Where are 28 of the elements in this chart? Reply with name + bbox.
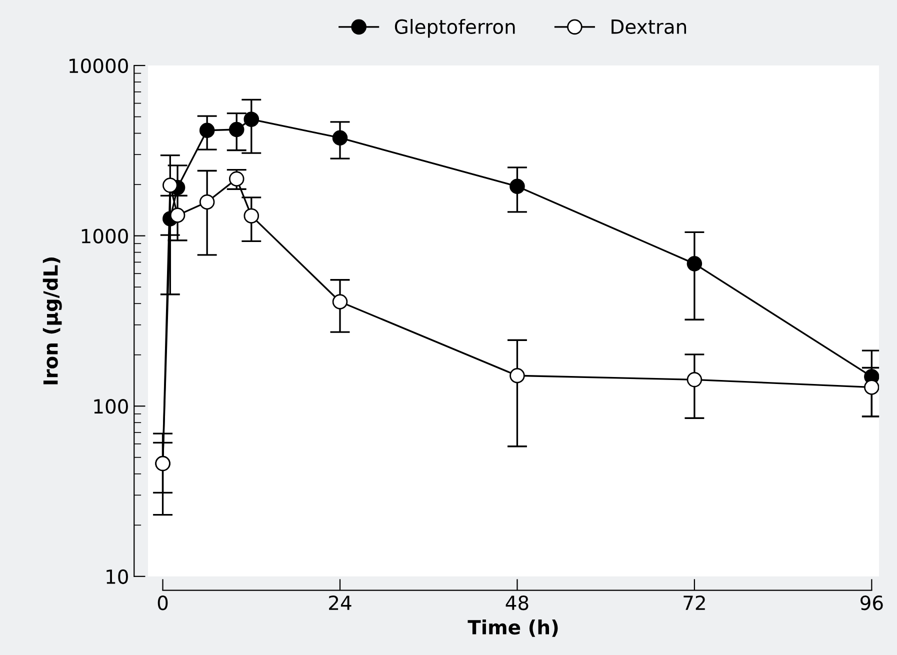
legend-label: Dextran [612,20,686,34]
x-tick-label: 72 [684,595,705,610]
point [686,256,702,272]
y-axis-title: Iron (µg/dL) [42,258,62,384]
x-tick-label: 48 [506,595,528,610]
point [332,294,348,310]
point [228,122,244,138]
point [244,208,260,224]
point [199,122,215,138]
x-tick-label: 24 [329,595,352,610]
y-tick-label: 10 [106,569,128,584]
point [228,171,244,186]
point [332,130,348,146]
point [162,178,178,193]
point [510,368,525,384]
point [510,178,525,194]
point [170,208,186,223]
point [864,380,880,395]
point [244,112,260,127]
y-tick-label: 100 [94,399,128,414]
point [686,372,702,388]
x-tick-label: 96 [860,595,883,610]
x-axis-title: Time (h) [468,620,558,637]
x-tick-label: 0 [158,595,168,610]
y-tick-label: 1000 [82,228,128,244]
legend-label: Gleptoferron [394,18,515,38]
point [199,194,215,210]
y-tick-label: 10000 [70,58,128,74]
